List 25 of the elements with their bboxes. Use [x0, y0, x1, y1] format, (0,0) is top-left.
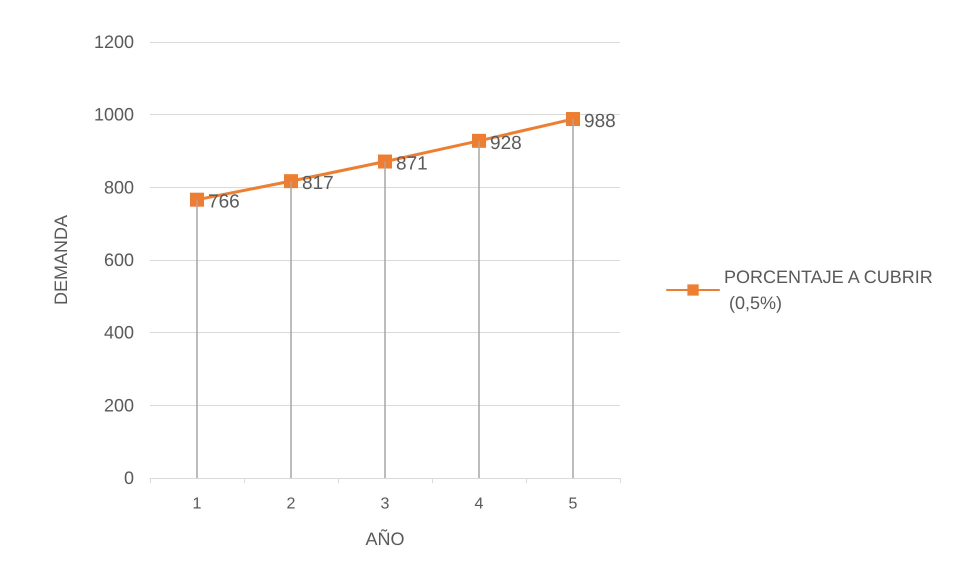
- data-label: 817: [302, 173, 334, 194]
- x-tick-label: 3: [380, 496, 390, 512]
- point: [472, 134, 486, 148]
- x-tick-label: 2: [286, 496, 296, 512]
- y-tick-label: 1000: [94, 104, 134, 125]
- point: [284, 174, 298, 188]
- point: [566, 112, 580, 126]
- y-tick-label: 800: [104, 177, 134, 198]
- y-tick-label: 200: [104, 395, 134, 416]
- point: [190, 192, 204, 207]
- y-tick-label: 400: [104, 322, 134, 343]
- data-label: 871: [396, 154, 428, 175]
- y-tick-label: 0: [124, 468, 134, 488]
- x-tick-label: 5: [568, 496, 578, 512]
- x-tick-label: 1: [192, 496, 202, 512]
- x-axis-title: AÑO: [365, 529, 405, 549]
- data-label: 988: [584, 111, 616, 132]
- data-label: 766: [208, 192, 240, 213]
- y-axis-title: DEMANDA: [51, 214, 71, 306]
- data-label: 928: [490, 132, 522, 154]
- y-tick-label: 600: [104, 250, 134, 270]
- x-tick-label: 4: [474, 496, 484, 512]
- legend-label: PORCENTAJE A CUBRIR (0,5%): [724, 267, 933, 313]
- y-tick-label: 1200: [94, 32, 134, 52]
- point: [378, 154, 392, 169]
